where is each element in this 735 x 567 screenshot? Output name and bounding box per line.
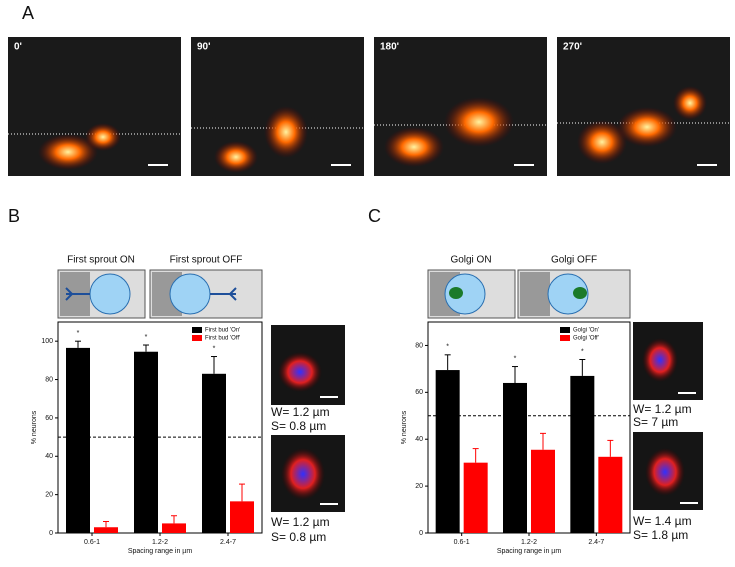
y-tick-label: 0 [419,530,423,537]
legend-label: Golgi 'Off' [573,336,599,342]
x-axis-label: Spacing range in µm [497,548,562,555]
annotation: * [145,334,148,341]
bar [570,375,595,533]
bar [134,351,158,533]
caption: S= 1.8 µm [633,528,688,542]
legend-label: First bud 'On' [205,328,240,334]
annotation: * [213,345,216,352]
caption: W= 1.2 µm [271,405,330,419]
time-label: 90' [197,42,211,53]
y-tick-label: 60 [415,389,423,396]
legend-swatch [192,327,202,333]
caption: S= 7 µm [633,415,678,429]
time-label: 270' [563,42,582,53]
x-tick-label: 2.4-7 [220,539,236,546]
schematic-label: Golgi OFF [551,255,597,266]
legend-label: Golgi 'On' [573,328,599,334]
legend-swatch [560,335,570,341]
bar [162,523,186,533]
x-tick-label: 0.6-1 [84,539,100,546]
frame: 0' [8,37,181,176]
x-tick-label: 2.4-7 [588,539,604,546]
frame: 180' [374,37,547,176]
x-tick-label: 1.2-2 [521,539,537,546]
time-label: 180' [380,42,399,53]
caption: W= 1.2 µm [633,402,692,416]
x-tick-label: 0.6-1 [454,539,470,546]
micrographs: W= 1.2 µm S= 0.8 µm W= 1.2 µm S= 0.8 µm … [271,322,703,544]
y-tick-label: 40 [45,453,53,460]
annotation: * [77,330,80,337]
time-label: 0' [14,42,22,53]
time-lapse: 0' 90' 180' 270' [8,37,730,176]
bar [503,382,527,533]
bar [598,456,623,533]
frame: 270' [557,37,730,176]
y-axis-label: % neurons [31,410,38,444]
bar [435,370,460,533]
legend-swatch [560,327,570,333]
bar [230,501,254,533]
legend-label: First bud 'Off' [205,336,240,342]
caption: S= 0.8 µm [271,419,326,433]
y-tick-label: 40 [415,436,423,443]
schematic-label: First sprout ON [67,255,135,266]
bar [66,347,90,533]
y-tick-label: 20 [415,483,423,490]
caption: S= 0.8 µm [271,530,326,544]
y-tick-label: 80 [45,376,53,383]
annotation: * [581,348,584,355]
legend-swatch [192,335,202,341]
y-axis-label: % neurons [401,410,408,444]
bar [94,527,118,533]
y-tick-label: 100 [41,338,53,345]
caption: W= 1.4 µm [633,514,692,528]
y-tick-label: 20 [45,491,53,498]
bar [531,449,555,533]
x-tick-label: 1.2-2 [152,539,168,546]
schematic-label: Golgi ON [450,255,491,266]
bar [463,462,488,533]
annotation: * [446,344,449,351]
panel-label: C [368,206,381,226]
y-tick-label: 60 [45,415,53,422]
y-tick-label: 80 [415,342,423,349]
schematics: First sprout ON First sprout OFF Golgi O… [57,255,631,319]
caption: W= 1.2 µm [271,515,330,529]
y-tick-label: 0 [49,530,53,537]
annotation: * [514,355,517,362]
panel-label: A [22,3,34,23]
x-axis-label: Spacing range in µm [128,548,193,555]
schematic-label: First sprout OFF [170,255,243,266]
panel-label: B [8,206,20,226]
frame: 90' [191,37,364,176]
bar [202,373,226,533]
